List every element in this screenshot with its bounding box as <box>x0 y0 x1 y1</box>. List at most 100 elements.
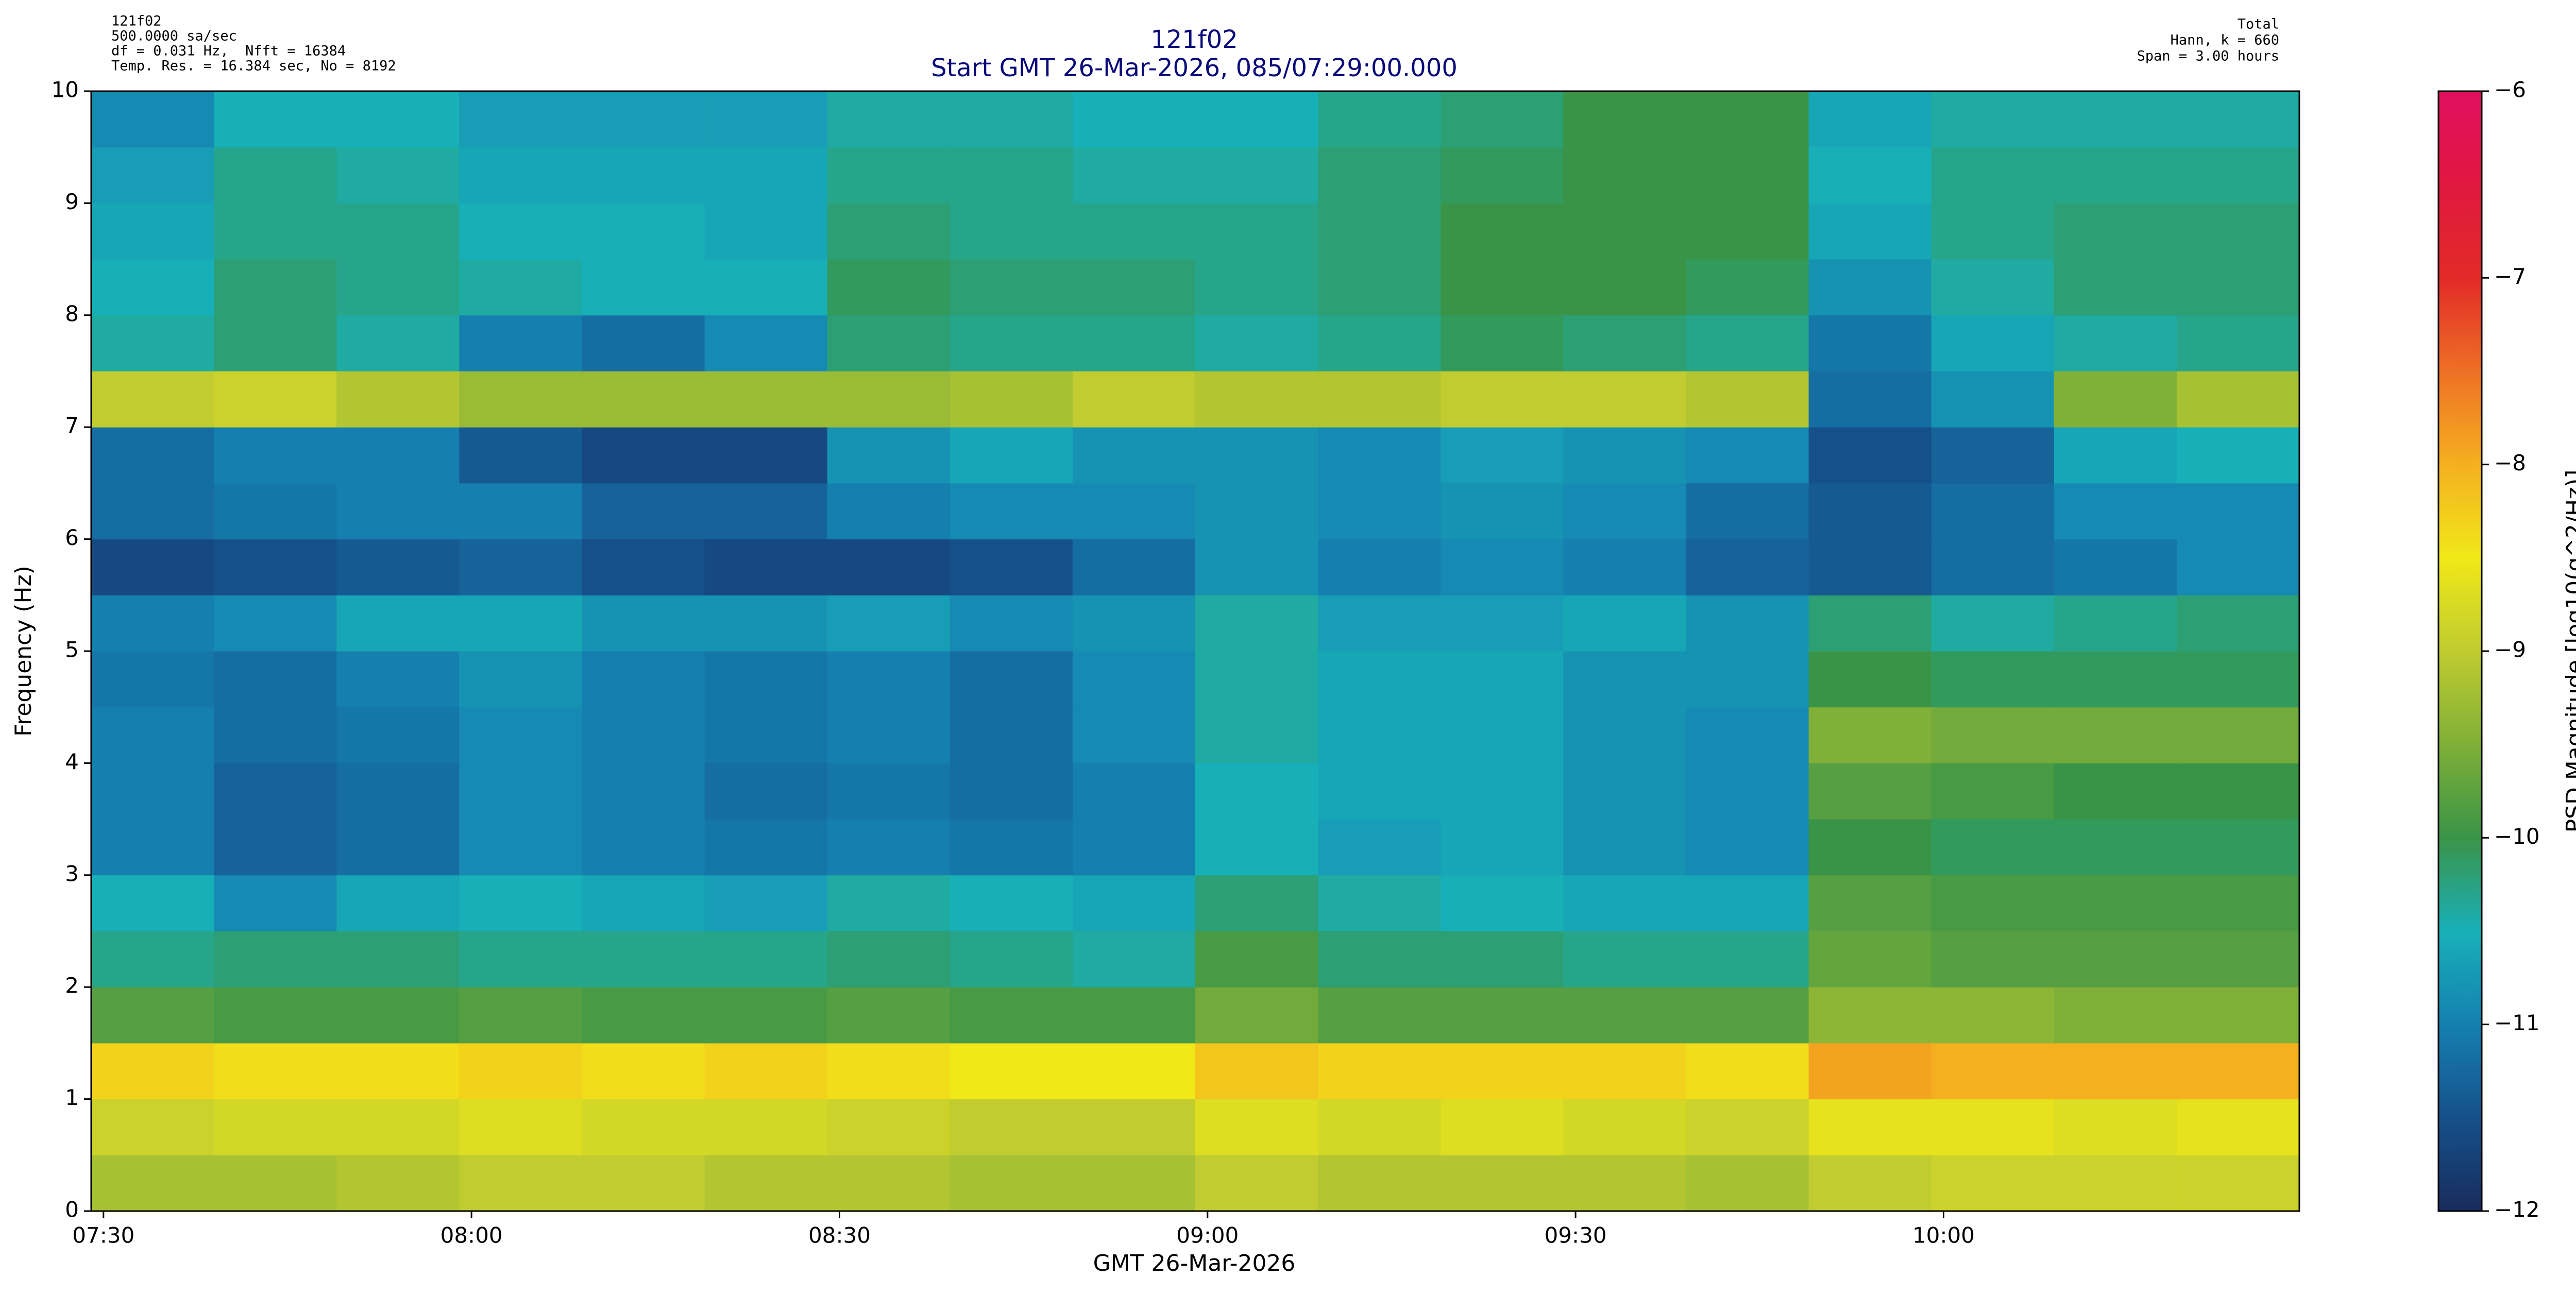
heatmap-cell <box>1563 707 1686 763</box>
heatmap-cell <box>336 931 460 987</box>
heatmap-cell <box>1808 875 1932 931</box>
heatmap-cell <box>1563 203 1686 260</box>
heatmap-cell <box>1563 91 1686 148</box>
heatmap-cell <box>1931 763 2055 820</box>
heatmap-cell <box>1931 1099 2055 1155</box>
heatmap-cell <box>950 819 1073 876</box>
heatmap-cell <box>1686 1043 1809 1100</box>
info-left: 121f02 <box>111 13 162 29</box>
heatmap-cell <box>827 651 951 708</box>
heatmap-cell <box>1931 203 2055 260</box>
heatmap-cell <box>1563 819 1686 876</box>
heatmap-cell <box>827 875 951 931</box>
heatmap-cell <box>91 147 214 203</box>
heatmap-cell <box>214 987 337 1044</box>
heatmap-cell <box>704 315 828 371</box>
heatmap-cell <box>1931 91 2055 148</box>
heatmap-cell <box>704 707 828 763</box>
heatmap-cell <box>1563 483 1686 540</box>
heatmap-cell <box>2054 987 2177 1044</box>
heatmap-cell <box>1440 763 1564 820</box>
heatmap-cell <box>1563 539 1686 595</box>
heatmap-cell <box>2176 931 2300 987</box>
heatmap-cell <box>1440 427 1564 484</box>
heatmap-cell <box>1440 483 1564 540</box>
heatmap-cell <box>582 987 705 1044</box>
heatmap-cell <box>1808 259 1932 316</box>
heatmap-cell <box>1440 1155 1564 1212</box>
heatmap-cell <box>1563 1155 1686 1212</box>
heatmap-cell <box>1563 1099 1686 1155</box>
heatmap-cell <box>2176 1099 2300 1155</box>
heatmap-cell <box>1931 651 2055 708</box>
heatmap-cell <box>1318 1155 1441 1212</box>
heatmap-cell <box>2176 819 2300 876</box>
heatmap-cell <box>950 203 1073 260</box>
heatmap-cell <box>1318 763 1441 820</box>
heatmap-cell <box>459 595 582 652</box>
y-tick-label: 4 <box>65 749 79 774</box>
heatmap-cell <box>1440 259 1564 316</box>
heatmap-cell <box>1686 1099 1809 1155</box>
heatmap-cell <box>214 651 337 708</box>
heatmap-cell <box>1686 315 1809 371</box>
heatmap-cell <box>1931 931 2055 987</box>
heatmap-cell <box>91 819 214 876</box>
heatmap-cell <box>2054 315 2177 371</box>
colorbar-tick-label: −11 <box>2494 1010 2540 1035</box>
heatmap-cell <box>950 539 1073 595</box>
heatmap-cell <box>1563 763 1686 820</box>
heatmap-cell <box>1440 147 1564 203</box>
heatmap-cell <box>336 595 460 652</box>
heatmap-cell <box>827 259 951 316</box>
heatmap-cell <box>1440 315 1564 371</box>
heatmap-cell <box>1318 987 1441 1044</box>
heatmap-cell <box>459 987 582 1044</box>
heatmap-cell <box>1686 91 1809 148</box>
heatmap-cell <box>214 259 337 316</box>
heatmap-cell <box>459 483 582 540</box>
heatmap-cell <box>1808 427 1932 484</box>
heatmap-cell <box>214 1155 337 1212</box>
heatmap-cell <box>336 483 460 540</box>
heatmap-cell <box>214 707 337 763</box>
heatmap-cell <box>950 315 1073 371</box>
heatmap-cell <box>91 763 214 820</box>
y-tick-label: 3 <box>65 861 79 886</box>
heatmap-cell <box>1195 595 1318 652</box>
heatmap-cell <box>582 1155 705 1212</box>
heatmap-cell <box>1686 987 1809 1044</box>
heatmap-cell <box>1318 819 1441 876</box>
heatmap-cell <box>336 707 460 763</box>
heatmap-cell <box>704 595 828 652</box>
heatmap-cell <box>336 763 460 820</box>
heatmap-cell <box>582 427 705 484</box>
heatmap-cell <box>2176 875 2300 931</box>
heatmap-cell <box>1931 427 2055 484</box>
y-tick-label: 6 <box>65 525 79 550</box>
heatmap-cell <box>1195 1043 1318 1100</box>
heatmap-cell <box>1195 483 1318 540</box>
heatmap-cell <box>1195 1099 1318 1155</box>
heatmap-cell <box>459 931 582 987</box>
heatmap-cell <box>2054 651 2177 708</box>
heatmap-cell <box>459 203 582 260</box>
heatmap-cell <box>459 1099 582 1155</box>
heatmap-cell <box>1072 819 1196 876</box>
heatmap-cell <box>827 931 951 987</box>
heatmap-cell <box>1931 707 2055 763</box>
heatmap-cell <box>1318 539 1441 595</box>
x-tick-label: 09:00 <box>1176 1223 1239 1248</box>
info-right: Span = 3.00 hours <box>2137 48 2279 64</box>
heatmap-cell <box>1808 371 1932 428</box>
heatmap-cell <box>1318 147 1441 203</box>
heatmap-cell <box>2054 819 2177 876</box>
heatmap-cell <box>91 987 214 1044</box>
heatmap-cell <box>582 819 705 876</box>
heatmap-cell <box>1686 931 1809 987</box>
heatmap-cell <box>2176 1043 2300 1100</box>
heatmap-cell <box>1072 987 1196 1044</box>
heatmap-cell <box>1072 539 1196 595</box>
heatmap-cell <box>336 427 460 484</box>
